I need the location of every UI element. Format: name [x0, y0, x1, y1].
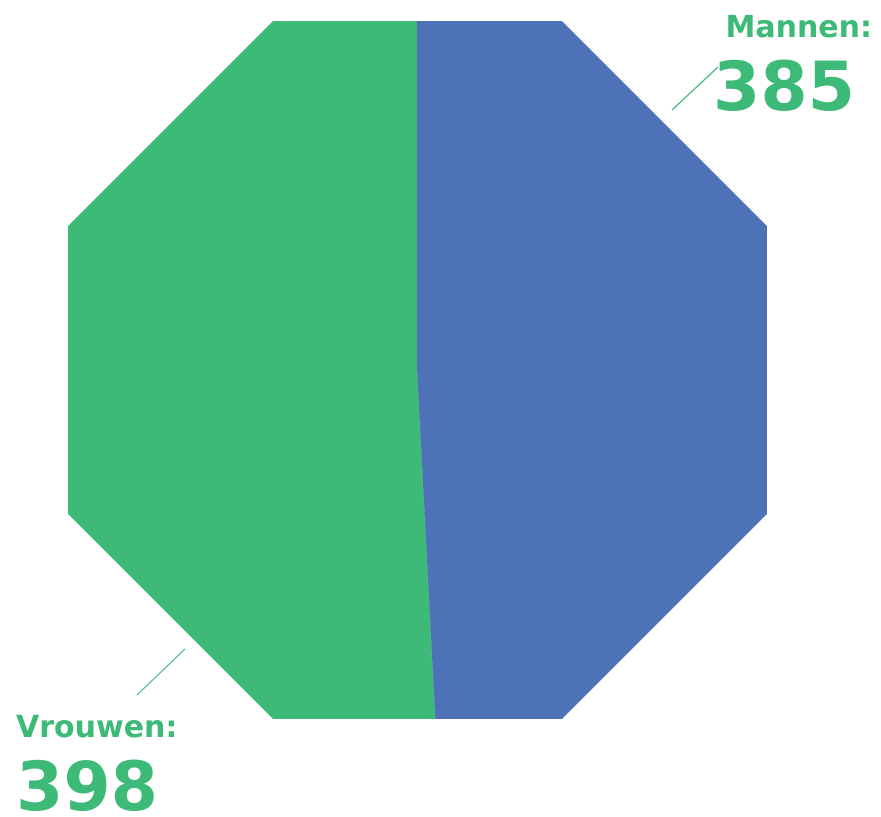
label-vrouwen-name: Vrouwen: [16, 710, 177, 745]
slice-vrouwen [68, 21, 436, 719]
leader-line-vrouwen [136, 648, 186, 696]
slice-mannen [417, 21, 767, 719]
label-mannen-name: Mannen: [725, 10, 872, 45]
leader-line-mannen [671, 66, 719, 111]
label-mannen-value: 385 [713, 48, 855, 127]
label-vrouwen-value: 398 [16, 748, 158, 817]
